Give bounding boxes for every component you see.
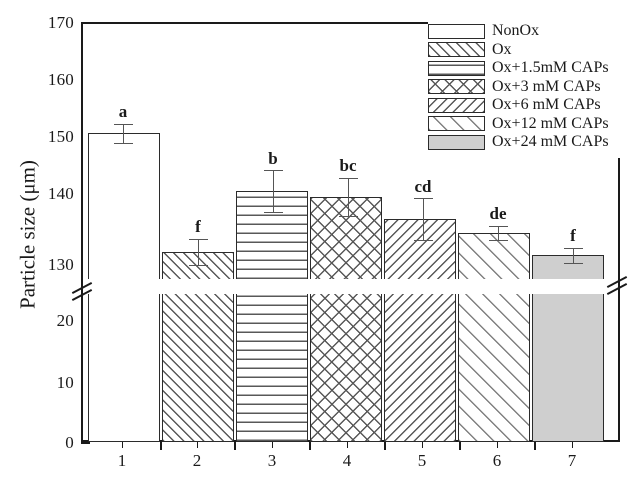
legend-swatch-caps-1-5 <box>428 60 485 76</box>
legend-label-caps-3: Ox+3 mM CAPs <box>492 77 601 95</box>
y-tick-label-170: 170 <box>47 13 74 32</box>
y-tick-label-160: 160 <box>47 70 74 89</box>
legend-swatch-ox <box>428 42 485 58</box>
error-cap-top-7 <box>564 248 583 249</box>
x-tick-label-2: 2 <box>192 451 202 470</box>
y-tick-label-10: 10 <box>56 373 74 392</box>
bar-annotation-1: a <box>118 102 128 121</box>
axis-break-band <box>83 279 618 294</box>
bar-3 <box>236 191 308 442</box>
x-tick-mark-4 <box>347 442 348 448</box>
x-tick-label-3: 3 <box>267 451 277 470</box>
error-bar-3 <box>273 170 274 212</box>
error-cap-bottom-5 <box>414 240 433 241</box>
legend-label-caps-6: Ox+6 mM CAPs <box>492 96 601 114</box>
x-tick-mark-sep-6-7 <box>534 442 536 450</box>
x-tick-mark-sep-1-2 <box>160 442 162 450</box>
legend-label-ox: Ox <box>492 40 512 58</box>
error-cap-top-1 <box>114 124 133 125</box>
bar-4 <box>310 197 382 442</box>
legend-item-caps-6: Ox+6 mM CAPs <box>428 96 620 115</box>
x-tick-mark-3 <box>272 442 273 448</box>
error-cap-top-4 <box>339 178 358 179</box>
legend-swatch-caps-6 <box>428 97 485 113</box>
x-tick-mark-1 <box>122 442 123 448</box>
chart-legend: NonOx Ox Ox+1.5mM CAPs Ox+3 mM CAPs Ox+6… <box>428 22 620 158</box>
y-tick-label-140: 140 <box>47 184 74 203</box>
error-cap-top-5 <box>414 198 433 199</box>
error-cap-bottom-4 <box>339 216 358 217</box>
x-tick-label-1: 1 <box>117 451 127 470</box>
error-cap-bottom-1 <box>114 143 133 144</box>
error-cap-bottom-7 <box>564 263 583 264</box>
legend-item-nonox: NonOx <box>428 22 620 41</box>
legend-item-caps-12: Ox+12 mM CAPs <box>428 115 620 134</box>
bar-6 <box>458 233 530 442</box>
y-axis-ticks: 170 160 150 140 130 20 10 0 <box>0 0 74 491</box>
bar-annotation-4: bc <box>339 156 357 175</box>
x-tick-mark-2 <box>197 442 198 448</box>
legend-label-caps-12: Ox+12 mM CAPs <box>492 114 609 132</box>
x-tick-label-4: 4 <box>342 451 352 470</box>
y-tick-mark-0 <box>81 442 90 444</box>
legend-item-caps-24: Ox+24 mM CAPs <box>428 133 620 152</box>
y-tick-label-0: 0 <box>65 433 74 452</box>
bar-annotation-2: f <box>195 217 201 236</box>
x-tick-label-5: 5 <box>417 451 427 470</box>
x-tick-mark-sep-2-3 <box>234 442 236 450</box>
error-bar-2 <box>198 239 199 265</box>
legend-label-caps-1-5: Ox+1.5mM CAPs <box>492 59 609 77</box>
error-cap-bottom-2 <box>189 265 208 266</box>
legend-swatch-caps-12 <box>428 116 485 132</box>
bar-annotation-3: b <box>268 149 278 168</box>
y-tick-label-130: 130 <box>47 255 74 274</box>
error-cap-bottom-3 <box>264 212 283 213</box>
error-bar-1 <box>123 124 124 143</box>
x-tick-mark-sep-5-6 <box>459 442 461 450</box>
x-tick-mark-7 <box>572 442 573 448</box>
legend-item-ox: Ox <box>428 41 620 60</box>
error-cap-bottom-6 <box>489 240 508 241</box>
x-tick-label-7: 7 <box>567 451 577 470</box>
x-tick-mark-sep-3-4 <box>309 442 311 450</box>
legend-swatch-caps-24 <box>428 134 485 150</box>
x-tick-label-6: 6 <box>492 451 502 470</box>
legend-swatch-nonox <box>428 23 485 39</box>
y-tick-label-20: 20 <box>56 311 74 330</box>
bar-annotation-7: f <box>570 226 576 245</box>
error-bar-7 <box>573 248 574 263</box>
x-tick-mark-6 <box>497 442 498 448</box>
error-cap-top-3 <box>264 170 283 171</box>
x-tick-mark-5 <box>422 442 423 448</box>
legend-item-caps-3: Ox+3 mM CAPs <box>428 78 620 97</box>
bar-5 <box>384 219 456 442</box>
error-bar-4 <box>348 178 349 216</box>
error-cap-top-2 <box>189 239 208 240</box>
legend-swatch-caps-3 <box>428 79 485 95</box>
error-bar-5 <box>423 198 424 240</box>
bar-annotation-5: cd <box>414 177 432 196</box>
legend-label-caps-24: Ox+24 mM CAPs <box>492 133 609 151</box>
y-tick-label-150: 150 <box>47 127 74 146</box>
x-tick-mark-sep-4-5 <box>384 442 386 450</box>
legend-item-caps-1-5: Ox+1.5mM CAPs <box>428 59 620 78</box>
error-cap-top-6 <box>489 226 508 227</box>
legend-label-nonox: NonOx <box>492 22 540 40</box>
error-bar-6 <box>498 226 499 240</box>
bar-annotation-6: de <box>489 204 507 223</box>
